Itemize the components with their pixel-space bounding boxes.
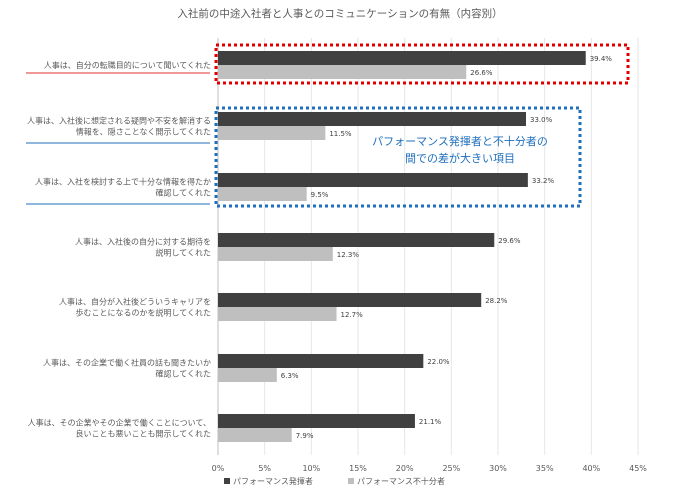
bar-underperformer [218,368,277,382]
x-tick-label: 20% [396,464,414,473]
bar-performer [218,354,424,368]
x-tick-label: 0% [212,464,225,473]
bar-performer [218,173,528,187]
category-label: 情報を、隠さことなく開示してくれた [76,127,211,137]
blue-highlight-box [214,106,582,208]
bar-underperformer [218,247,333,261]
bar-underperformer [218,307,337,321]
data-label: 11.5% [329,130,352,138]
data-label: 28.2% [485,297,508,305]
x-tick-label: 5% [258,464,271,473]
x-tick-label: 45% [629,464,647,473]
data-label: 7.9% [296,432,314,440]
category-label: 確認してくれた [155,369,211,379]
red-highlight-box [214,43,630,85]
data-label: 29.6% [498,237,521,245]
x-tick-label: 15% [349,464,367,473]
data-label: 22.0% [427,358,450,366]
x-tick-label: 30% [489,464,507,473]
data-label: 26.6% [470,69,493,77]
data-label: 33.2% [532,177,555,185]
category-label: 良いことも悪いことも開示してくれた [75,429,211,439]
category-label: 説明してくれた [155,248,211,258]
bar-performer [218,293,482,307]
bar-underperformer [218,428,292,442]
category-label: 人事は、自分が入社後どういうキャリアを [59,297,211,307]
data-label: 12.7% [341,311,364,319]
bar-underperformer [218,126,326,140]
data-label: 6.3% [281,372,299,380]
x-tick-label: 40% [582,464,600,473]
category-label: 歩むことになるのかを説明してくれた [75,308,211,318]
x-tick-label: 10% [302,464,320,473]
data-label: 21.1% [419,418,442,426]
legend-label: パフォーマンス発揮者 [233,476,313,486]
annotation-text: パフォーマンス発揮者と不十分者の [372,134,548,148]
bar-performer [218,414,415,428]
data-label: 12.3% [337,251,360,259]
bar-underperformer [218,187,307,201]
bar-performer [218,51,586,65]
x-tick-label: 25% [442,464,460,473]
legend-label: パフォーマンス不十分者 [357,476,445,486]
x-tick-label: 35% [536,464,554,473]
category-label: 確認してくれた [155,188,211,198]
category-label: 人事は、その企業で働く社員の話も聞きたいか [43,358,211,368]
annotation-text: 間での差が大きい項目 [405,151,515,165]
legend-swatch [224,478,230,484]
chart-title: 入社前の中途入社者と人事とのコミュニケーションの有無（内容別） [177,8,503,20]
data-label: 9.5% [311,191,329,199]
bar-performer [218,233,495,247]
data-label: 33.0% [530,116,553,124]
bar-performer [218,112,526,126]
data-label: 39.4% [590,55,613,63]
bar-underperformer [218,65,467,79]
category-label: 人事は、自分の転職目的について聞いてくれた [44,60,211,70]
category-label: 人事は、入社後に想定される疑問や不安を解消する [27,116,211,126]
category-label: 人事は、その企業やその企業で働くことについて、 [28,418,211,428]
legend-swatch [348,478,354,484]
category-label: 人事は、入社を検討する上で十分な情報を得たか [35,177,211,187]
category-label: 人事は、入社後の自分に対する期待を [75,237,211,247]
